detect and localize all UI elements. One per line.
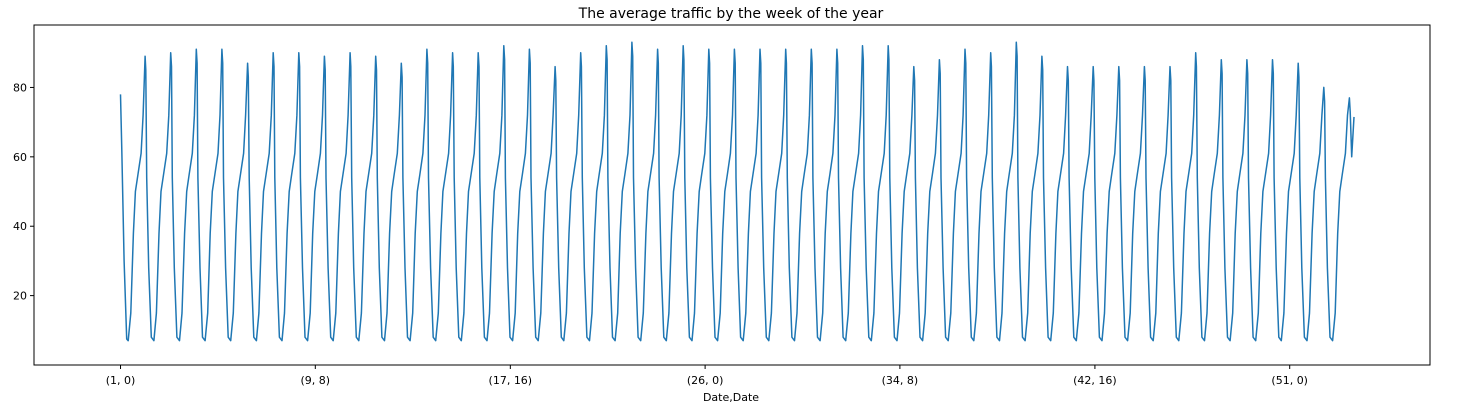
y-tick-label: 40	[13, 220, 27, 233]
x-axis-label: Date,Date	[703, 391, 759, 404]
x-tick-label: (51, 0)	[1271, 374, 1308, 387]
x-tick-label: (34, 8)	[882, 374, 919, 387]
y-tick-label: 80	[13, 81, 27, 94]
x-tick-label: (9, 8)	[301, 374, 331, 387]
x-tick-label: (42, 16)	[1073, 374, 1117, 387]
x-tick-label: (26, 0)	[687, 374, 724, 387]
x-axis: (1, 0) (9, 8) (17, 16) (26, 0) (34, 8) (42, 1…	[106, 365, 1308, 387]
y-axis: 20 40 60 80	[13, 81, 34, 303]
y-tick-label: 60	[13, 151, 27, 164]
x-tick-label: (17, 16)	[489, 374, 533, 387]
chart-title: The average traffic by the week of the y…	[578, 6, 884, 22]
traffic-series-line	[119, 41, 1355, 342]
y-tick-label: 20	[13, 290, 27, 303]
x-tick-label: (1, 0)	[106, 374, 136, 387]
plot-area	[33, 24, 1431, 366]
